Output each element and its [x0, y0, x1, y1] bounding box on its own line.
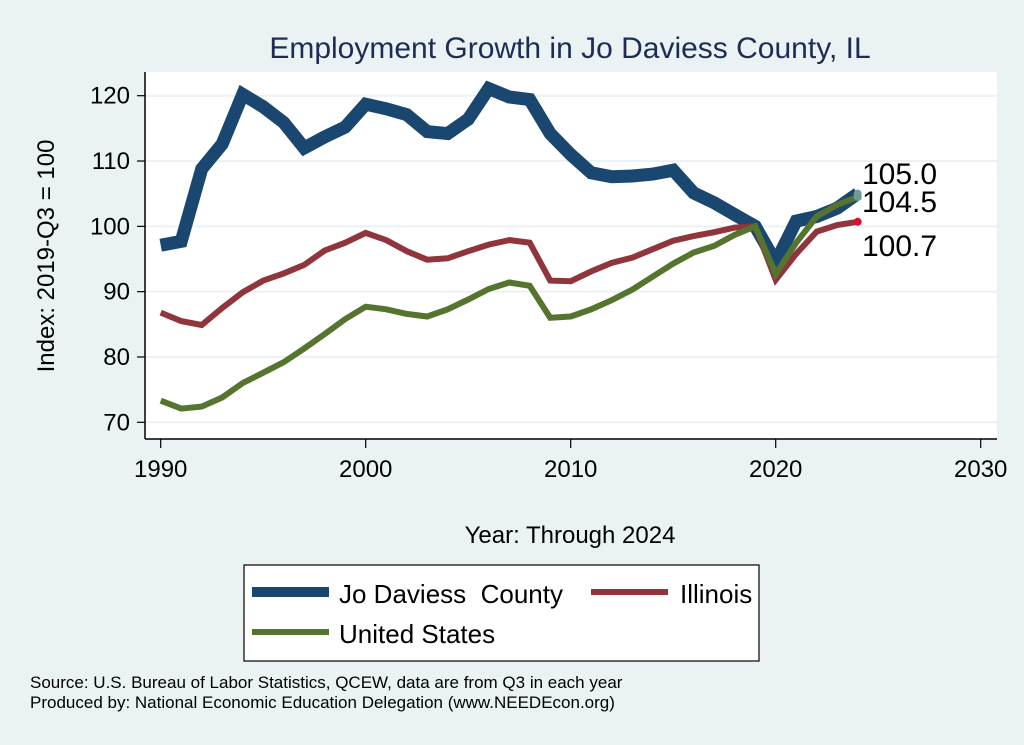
end-label-united-states: 104.5 [862, 186, 937, 219]
end-marker-united-states [853, 192, 862, 201]
x-tick-label: 2030 [954, 456, 1007, 483]
legend-label-united-states: United States [339, 619, 495, 649]
end-markers [853, 189, 862, 226]
x-tick-label: 1990 [134, 456, 187, 483]
y-ticks: 70 80 90 100 110 120 [90, 83, 145, 436]
y-tick-label: 120 [90, 83, 130, 110]
legend-box [243, 564, 760, 662]
end-labels: 105.0 104.5 100.7 [862, 158, 937, 263]
y-tick-label: 100 [90, 213, 130, 240]
source-note: Source: U.S. Bureau of Labor Statistics,… [30, 673, 623, 692]
gridlines [145, 94, 997, 424]
series-line-illinois [159, 218, 859, 329]
y-tick-label: 90 [103, 279, 130, 306]
y-tick-label: 70 [103, 409, 130, 436]
y-axis-title: Index: 2019-Q3 = 100 [33, 140, 60, 373]
x-tick-label: 2000 [339, 456, 392, 483]
legend-label-jo-daviess: Jo Daviess County [339, 579, 563, 609]
series-lines [159, 80, 862, 412]
x-tick-label: 2010 [544, 456, 597, 483]
series-line-united-states [159, 194, 859, 412]
x-ticks: 1990 2000 2010 2020 2030 [134, 439, 1007, 483]
end-label-illinois: 100.7 [862, 230, 937, 263]
series-line-jo-daviess-county [159, 80, 862, 277]
legend-label-illinois: Illinois [680, 579, 752, 609]
end-marker-illinois [853, 217, 862, 226]
end-label-jo-daviess: 105.0 [862, 158, 937, 191]
y-tick-label: 80 [103, 344, 130, 371]
y-tick-label: 110 [92, 148, 130, 175]
legend: Jo Daviess County Illinois United States [243, 564, 760, 662]
chart-title: Employment Growth in Jo Daviess County, … [269, 32, 870, 65]
x-tick-label: 2020 [749, 456, 802, 483]
producer-note: Produced by: National Economic Education… [30, 693, 615, 712]
x-axis-title: Year: Through 2024 [465, 522, 676, 549]
